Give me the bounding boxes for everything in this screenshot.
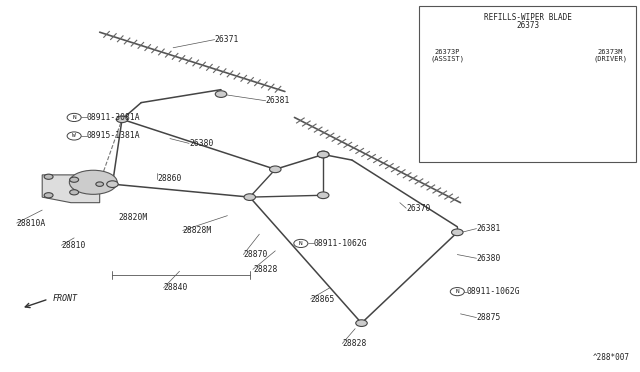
- Text: 28810A: 28810A: [17, 219, 46, 228]
- Circle shape: [116, 116, 128, 123]
- Text: 28865: 28865: [310, 295, 335, 304]
- Text: 08911-1062G: 08911-1062G: [314, 239, 367, 248]
- Text: 26373P
(ASSIST): 26373P (ASSIST): [431, 49, 465, 62]
- Text: 28820M: 28820M: [119, 213, 148, 222]
- Text: 28875: 28875: [476, 313, 501, 322]
- Circle shape: [44, 193, 53, 198]
- Text: 08911-3081A: 08911-3081A: [87, 113, 141, 122]
- FancyBboxPatch shape: [419, 6, 636, 162]
- Text: REFILLS-WIPER BLADE: REFILLS-WIPER BLADE: [484, 13, 572, 22]
- Ellipse shape: [69, 170, 117, 194]
- Circle shape: [70, 177, 79, 182]
- Circle shape: [44, 174, 53, 179]
- Circle shape: [317, 151, 329, 158]
- Text: 28828M: 28828M: [182, 226, 212, 235]
- Circle shape: [451, 288, 465, 296]
- Text: N: N: [299, 241, 303, 246]
- Text: 26381: 26381: [266, 96, 290, 105]
- Text: W: W: [72, 134, 76, 138]
- Text: 26370: 26370: [406, 204, 431, 213]
- Text: N: N: [72, 115, 76, 120]
- Circle shape: [96, 182, 104, 186]
- Circle shape: [67, 132, 81, 140]
- Text: 08915-1381A: 08915-1381A: [87, 131, 141, 141]
- Text: 28828: 28828: [253, 265, 277, 274]
- Circle shape: [269, 166, 281, 173]
- Circle shape: [317, 151, 329, 158]
- Text: 28860: 28860: [157, 174, 182, 183]
- Text: 26373M
(DRIVER): 26373M (DRIVER): [593, 49, 628, 62]
- Text: 26373: 26373: [516, 21, 539, 30]
- Circle shape: [67, 113, 81, 122]
- Text: 26381: 26381: [476, 224, 501, 233]
- Text: 28828: 28828: [342, 339, 367, 348]
- Text: 26380: 26380: [189, 139, 214, 148]
- Text: FRONT: FRONT: [53, 294, 78, 303]
- Circle shape: [452, 229, 463, 235]
- Circle shape: [70, 190, 79, 195]
- Circle shape: [317, 192, 329, 199]
- Circle shape: [244, 194, 255, 201]
- Text: 28840: 28840: [164, 283, 188, 292]
- Circle shape: [294, 239, 308, 247]
- Text: 26380: 26380: [476, 254, 501, 263]
- Text: 28870: 28870: [243, 250, 268, 259]
- Text: ^288*007: ^288*007: [593, 353, 630, 362]
- Circle shape: [107, 181, 118, 187]
- Text: 08911-1062G: 08911-1062G: [467, 287, 520, 296]
- Circle shape: [215, 91, 227, 97]
- Text: 26371: 26371: [214, 35, 239, 44]
- Polygon shape: [42, 175, 100, 203]
- Text: N: N: [456, 289, 459, 294]
- Text: 28810: 28810: [61, 241, 86, 250]
- Circle shape: [356, 320, 367, 327]
